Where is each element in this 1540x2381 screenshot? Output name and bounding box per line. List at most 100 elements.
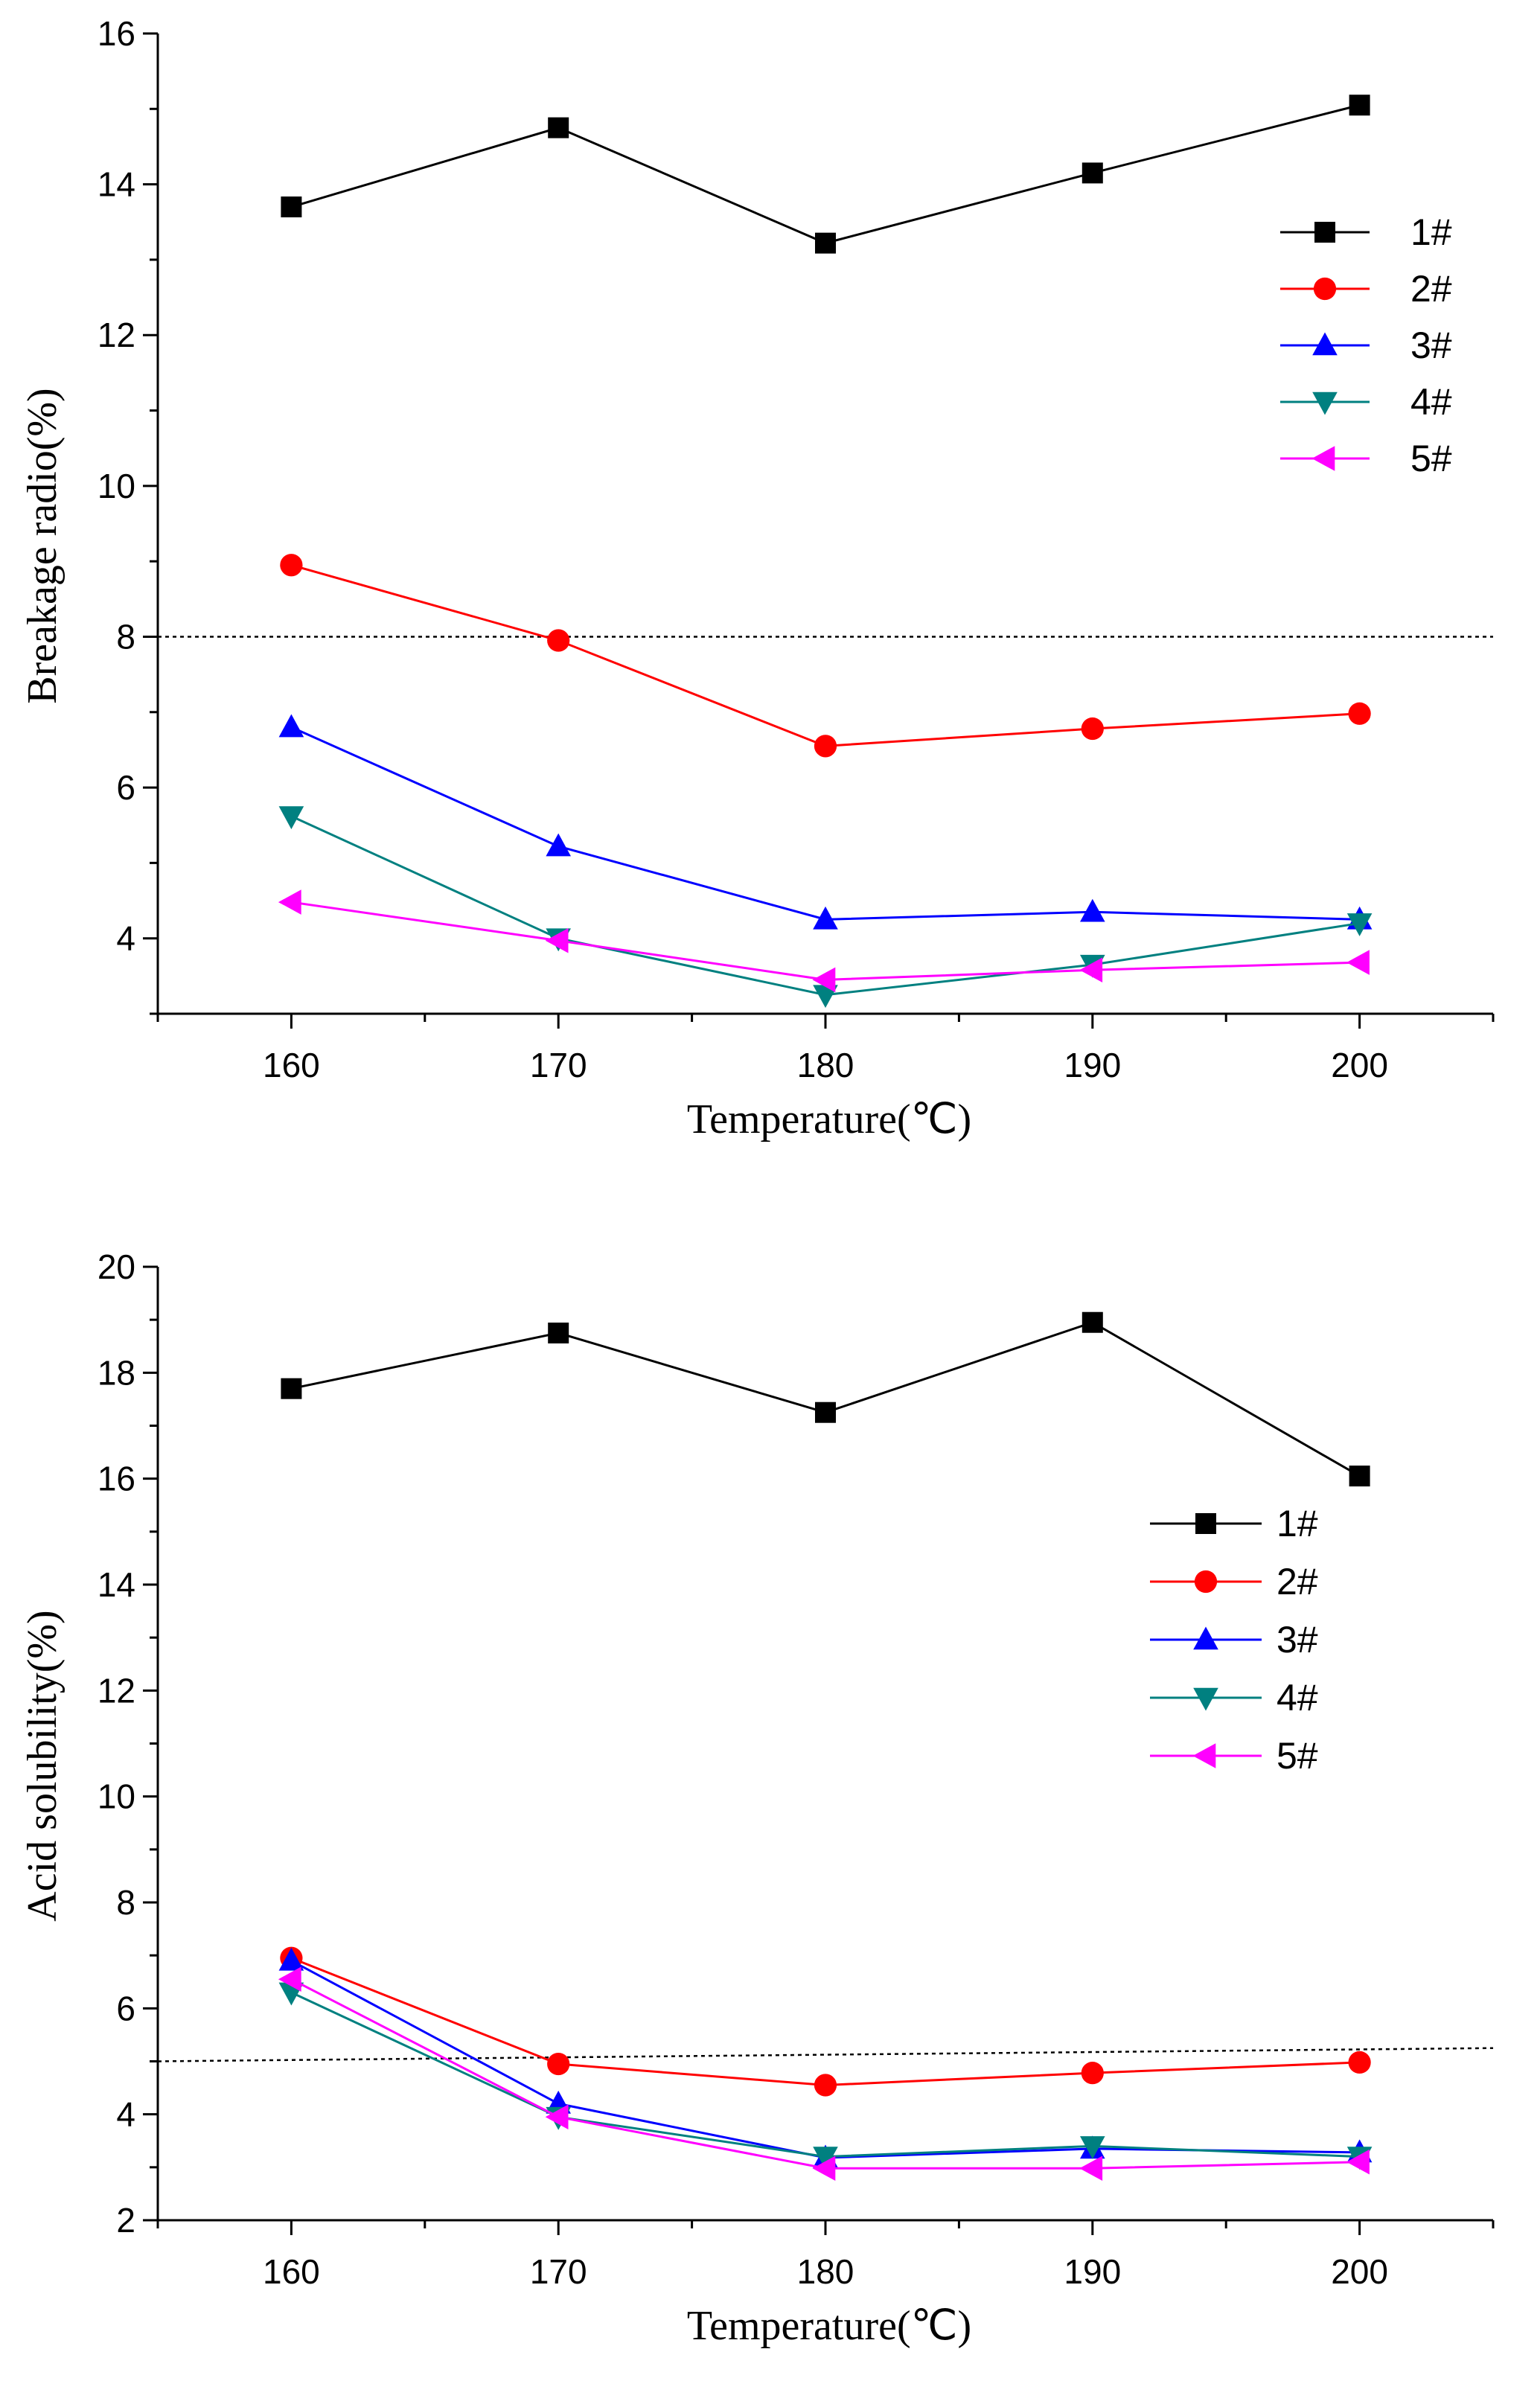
- x-tick-label: 160: [263, 2252, 320, 2291]
- x-axis-title: Temperature(℃): [687, 2303, 971, 2349]
- x-tick-label: 190: [1064, 1046, 1121, 1084]
- data-point: [1080, 2136, 1105, 2159]
- data-point: [278, 889, 301, 915]
- data-point: [815, 1402, 836, 1423]
- y-tick-label: 10: [98, 467, 135, 505]
- data-point: [1079, 2155, 1103, 2182]
- data-point: [281, 196, 302, 218]
- legend-marker: [1193, 1687, 1218, 1711]
- x-tick-label: 200: [1331, 1046, 1388, 1084]
- data-point: [1081, 162, 1103, 184]
- data-point: [812, 967, 836, 993]
- series-line: [290, 103, 1360, 245]
- data-point: [815, 232, 836, 254]
- chart-2: 2 4 6 8 10 12 14 16 18 20 160 170 180 190 200 Temperatu…: [19, 1247, 1495, 2349]
- legend-item: 2#: [1280, 268, 1452, 310]
- data-point: [1348, 702, 1371, 725]
- y-tick-label: 16: [98, 14, 135, 53]
- legend-label: 4#: [1277, 1677, 1318, 1719]
- legend: 1# 2# 3# 4# 5#: [1150, 1503, 1318, 1777]
- x-tick-label: 170: [530, 2252, 587, 2291]
- data-point: [545, 927, 569, 953]
- data-point: [813, 906, 838, 930]
- x-axis-title: Temperature(℃): [687, 1096, 971, 1142]
- y-tick-label: 12: [98, 316, 135, 354]
- series-2: [280, 554, 1371, 758]
- x-tick-label: 190: [1064, 2252, 1121, 2291]
- series-1: [281, 1311, 1370, 1487]
- series-1: [281, 95, 1370, 254]
- legend-marker: [1193, 1626, 1218, 1650]
- legend-item: 1#: [1280, 211, 1452, 253]
- legend-label: 1#: [1277, 1503, 1318, 1544]
- x-tick-label: 180: [797, 1046, 854, 1084]
- legend-label: 3#: [1410, 325, 1452, 366]
- legend-item: 3#: [1150, 1619, 1318, 1661]
- legend-item: 5#: [1150, 1735, 1318, 1777]
- legend-label: 2#: [1277, 1561, 1318, 1602]
- legend-marker: [1311, 446, 1335, 471]
- y-tick-label: 4: [116, 2095, 135, 2134]
- series-2: [280, 1946, 1371, 2097]
- y-tick-label: 6: [116, 1989, 135, 2027]
- data-point: [548, 117, 569, 138]
- y-tick-label: 18: [98, 1353, 135, 1392]
- data-point: [812, 2155, 836, 2182]
- legend-label: 5#: [1410, 438, 1452, 479]
- data-point: [280, 554, 303, 577]
- data-point: [1081, 2062, 1104, 2085]
- data-point: [1346, 950, 1370, 975]
- y-tick-label: 16: [98, 1460, 135, 1498]
- data-point: [1081, 717, 1104, 741]
- series-5: [278, 889, 1370, 993]
- legend: 1# 2# 3# 4# 5#: [1280, 211, 1452, 479]
- y-tick-label: 14: [98, 1565, 135, 1604]
- data-point: [547, 629, 570, 652]
- data-point: [1349, 1466, 1370, 1487]
- data-point: [278, 806, 304, 830]
- data-point: [278, 1947, 304, 1971]
- data-point: [1349, 95, 1370, 116]
- legend-marker: [1194, 1570, 1218, 1594]
- legend-item: 2#: [1150, 1561, 1318, 1602]
- data-point: [814, 2074, 837, 2097]
- data-point: [1081, 1311, 1103, 1333]
- legend-marker: [1313, 277, 1337, 301]
- data-point: [278, 1966, 301, 1992]
- legend-item: 4#: [1150, 1677, 1318, 1719]
- data-point: [814, 735, 837, 758]
- legend-item: 3#: [1280, 325, 1452, 366]
- data-point: [1348, 2051, 1371, 2074]
- x-tick-label: 200: [1331, 2252, 1388, 2291]
- y-tick-label: 4: [116, 919, 135, 958]
- legend-marker: [1195, 1513, 1216, 1534]
- data-point: [813, 2147, 838, 2170]
- legend-label: 1#: [1410, 211, 1452, 253]
- x-tick-label: 180: [797, 2252, 854, 2291]
- y-axis-title: Breakage radio(%): [19, 388, 66, 703]
- legend-label: 3#: [1277, 1619, 1318, 1661]
- legend-item: 5#: [1280, 438, 1452, 479]
- data-point: [548, 1322, 569, 1343]
- y-axis-title: Acid solubility(%): [19, 1610, 66, 1921]
- chart-1: 4 6 8 10 12 14 16 160 170 180 190 200 Temperature(℃)…: [19, 14, 1495, 1142]
- legend-label: 4#: [1410, 381, 1452, 423]
- series-5: [278, 1966, 1370, 2182]
- data-point: [546, 833, 571, 857]
- y-tick-label: 14: [98, 165, 135, 204]
- data-point: [1346, 2149, 1370, 2175]
- data-point: [813, 985, 838, 1009]
- y-tick-label: 6: [116, 768, 135, 807]
- y-tick-label: 2: [116, 2201, 135, 2240]
- data-point: [278, 714, 304, 738]
- series-line: [290, 563, 1360, 747]
- legend-marker: [1192, 1743, 1216, 1768]
- y-tick-label: 12: [98, 1671, 135, 1710]
- legend-item: 4#: [1280, 381, 1452, 423]
- x-tick-label: 160: [263, 1046, 320, 1084]
- data-point: [281, 1378, 302, 1399]
- y-tick-label: 8: [116, 1883, 135, 1922]
- legend-label: 2#: [1410, 268, 1452, 310]
- y-tick-label: 20: [98, 1247, 135, 1286]
